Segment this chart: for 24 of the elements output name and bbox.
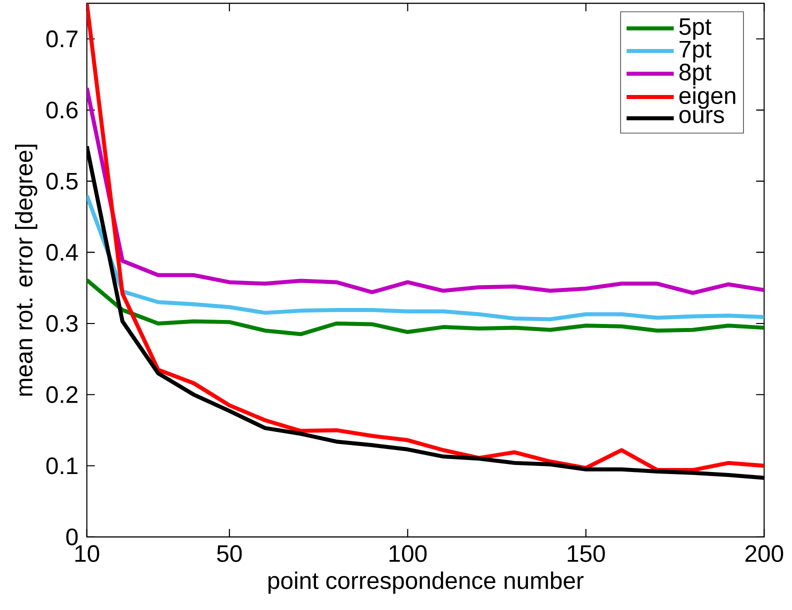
line-series	[86, 86, 764, 295]
legend-label: 8pt	[679, 64, 712, 86]
x-axis-title: point correspondence number	[268, 572, 584, 594]
x-tick-label: 10	[75, 545, 100, 562]
line-series	[86, 278, 764, 336]
line-series	[86, 3, 764, 472]
y-tick-label: 0.3	[46, 315, 78, 332]
line-series	[86, 194, 764, 322]
x-tick-label: 100	[390, 545, 427, 562]
legend-label: eigen	[679, 86, 736, 109]
y-tick-label: 0.6	[46, 102, 78, 119]
legend-label: 5pt	[679, 18, 712, 40]
y-tick-label: 0.1	[46, 457, 78, 474]
y-tick-label: 0	[66, 528, 78, 546]
y-tick-label: 0.5	[46, 172, 78, 190]
y-axis-title: mean rot. error [degree]	[15, 144, 38, 396]
y-tick-label: 0.4	[46, 244, 78, 261]
y-tick-label: 0.7	[46, 30, 78, 48]
x-tick-label: 200	[745, 545, 784, 562]
y-tick-label: 0.2	[46, 386, 78, 404]
legend-label: ours	[679, 110, 724, 124]
x-tick-label: 50	[217, 545, 242, 562]
legend-label: 7pt	[680, 41, 712, 62]
x-tick-label: 150	[568, 545, 605, 562]
